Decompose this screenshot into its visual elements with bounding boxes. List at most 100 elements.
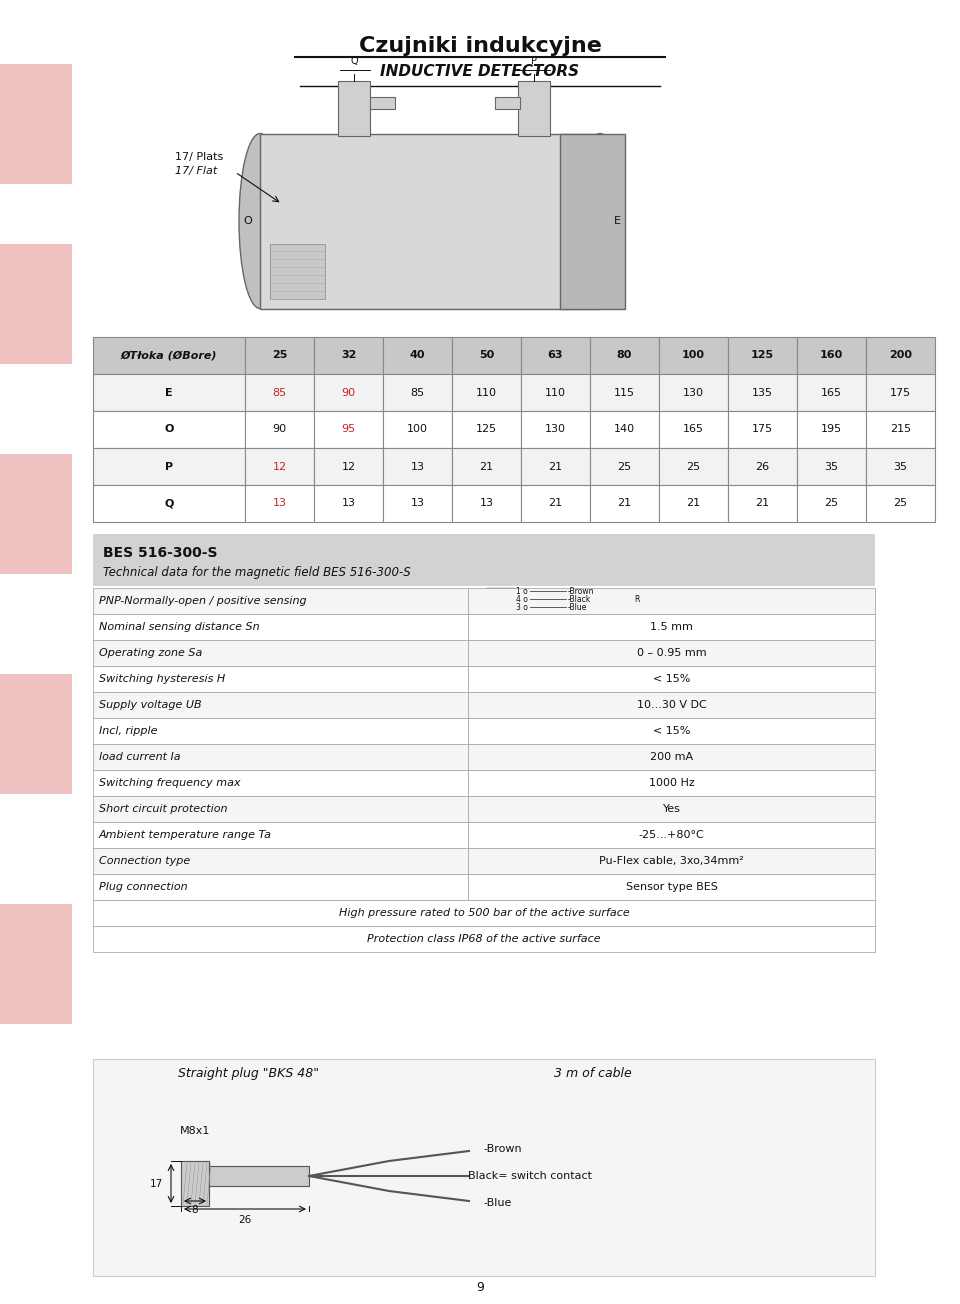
- Bar: [245, 374, 314, 411]
- Bar: [93, 769, 468, 795]
- Text: 25: 25: [825, 498, 839, 509]
- Text: -Black: -Black: [568, 595, 591, 604]
- Bar: [468, 795, 875, 822]
- Bar: [521, 449, 590, 485]
- Text: 26: 26: [756, 462, 770, 472]
- Text: 200: 200: [889, 351, 912, 360]
- Text: 32: 32: [341, 351, 356, 360]
- Bar: [866, 374, 935, 411]
- Bar: [93, 795, 468, 822]
- Text: 3 m of cable: 3 m of cable: [554, 1067, 632, 1080]
- Text: Supply voltage UB: Supply voltage UB: [99, 700, 202, 709]
- Bar: [93, 745, 468, 769]
- Bar: [93, 874, 468, 900]
- Bar: [797, 449, 866, 485]
- Bar: [245, 411, 314, 449]
- Bar: [797, 336, 866, 374]
- Text: 3 o: 3 o: [516, 602, 528, 612]
- Text: 35: 35: [825, 462, 838, 472]
- Bar: [728, 411, 797, 449]
- Bar: [93, 614, 468, 640]
- Text: Plug connection: Plug connection: [99, 882, 187, 892]
- Text: Pu-Flex cable, 3xo,34mm²: Pu-Flex cable, 3xo,34mm²: [599, 855, 744, 866]
- Bar: [93, 900, 875, 926]
- Bar: [452, 374, 521, 411]
- Bar: [659, 485, 728, 522]
- Bar: [468, 588, 875, 614]
- Bar: [93, 374, 245, 411]
- Text: 80: 80: [617, 351, 633, 360]
- Text: Connection type: Connection type: [99, 855, 190, 866]
- Text: 1.5 mm: 1.5 mm: [650, 622, 693, 632]
- Text: R: R: [635, 596, 639, 605]
- Bar: [521, 336, 590, 374]
- Text: 125: 125: [751, 351, 774, 360]
- Bar: [468, 769, 875, 795]
- Text: 21: 21: [756, 498, 770, 509]
- Bar: [866, 336, 935, 374]
- Text: 12: 12: [342, 462, 355, 472]
- Text: 21: 21: [548, 462, 563, 472]
- Bar: [93, 449, 245, 485]
- Text: 100: 100: [407, 425, 428, 434]
- Bar: [468, 614, 875, 640]
- Text: Ambient temperature range Ta: Ambient temperature range Ta: [99, 831, 272, 840]
- Bar: [521, 485, 590, 522]
- Text: Switching frequency max: Switching frequency max: [99, 778, 241, 788]
- Text: 40: 40: [410, 351, 425, 360]
- Text: 21: 21: [548, 498, 563, 509]
- Bar: [209, 1166, 309, 1187]
- Bar: [797, 411, 866, 449]
- Bar: [93, 926, 875, 952]
- Bar: [468, 745, 875, 769]
- Text: O: O: [164, 425, 174, 434]
- Text: 160: 160: [820, 351, 843, 360]
- Bar: [0, 244, 72, 364]
- Text: 175: 175: [890, 387, 911, 398]
- Bar: [521, 374, 590, 411]
- Bar: [866, 411, 935, 449]
- Text: BES 516-300-S: BES 516-300-S: [103, 546, 218, 559]
- Text: 85: 85: [411, 387, 424, 398]
- Text: Q: Q: [164, 498, 174, 509]
- Bar: [93, 640, 468, 666]
- Text: 125: 125: [476, 425, 497, 434]
- Text: 110: 110: [545, 387, 566, 398]
- Bar: [0, 64, 72, 184]
- Text: 90: 90: [342, 387, 355, 398]
- Text: Straight plug "BKS 48": Straight plug "BKS 48": [178, 1067, 319, 1080]
- Text: P: P: [165, 462, 173, 472]
- Text: 130: 130: [683, 387, 704, 398]
- Bar: [93, 336, 245, 374]
- Text: 21: 21: [617, 498, 632, 509]
- Bar: [590, 485, 659, 522]
- Text: 17/ Plats: 17/ Plats: [175, 153, 224, 162]
- Bar: [468, 822, 875, 848]
- Text: 10...30 V DC: 10...30 V DC: [636, 700, 707, 709]
- Bar: [93, 692, 468, 719]
- Text: Yes: Yes: [662, 805, 681, 814]
- Text: 110: 110: [476, 387, 497, 398]
- Bar: [383, 449, 452, 485]
- Text: 90: 90: [273, 425, 287, 434]
- Bar: [452, 336, 521, 374]
- Bar: [260, 134, 600, 309]
- Text: Switching hysteresis H: Switching hysteresis H: [99, 674, 226, 685]
- Text: 200 mA: 200 mA: [650, 752, 693, 762]
- Bar: [631, 595, 644, 606]
- Text: M8x1: M8x1: [180, 1125, 210, 1136]
- Text: 4 o: 4 o: [516, 595, 528, 604]
- Bar: [338, 81, 370, 136]
- Text: 13: 13: [273, 498, 286, 509]
- Bar: [314, 485, 383, 522]
- Text: 13: 13: [479, 498, 493, 509]
- Text: -Blue: -Blue: [568, 602, 588, 612]
- Ellipse shape: [579, 133, 621, 309]
- Bar: [659, 449, 728, 485]
- Bar: [93, 666, 468, 692]
- Text: 13: 13: [342, 498, 355, 509]
- Bar: [468, 640, 875, 666]
- Text: Nominal sensing distance Sn: Nominal sensing distance Sn: [99, 622, 259, 632]
- Bar: [797, 485, 866, 522]
- Bar: [245, 449, 314, 485]
